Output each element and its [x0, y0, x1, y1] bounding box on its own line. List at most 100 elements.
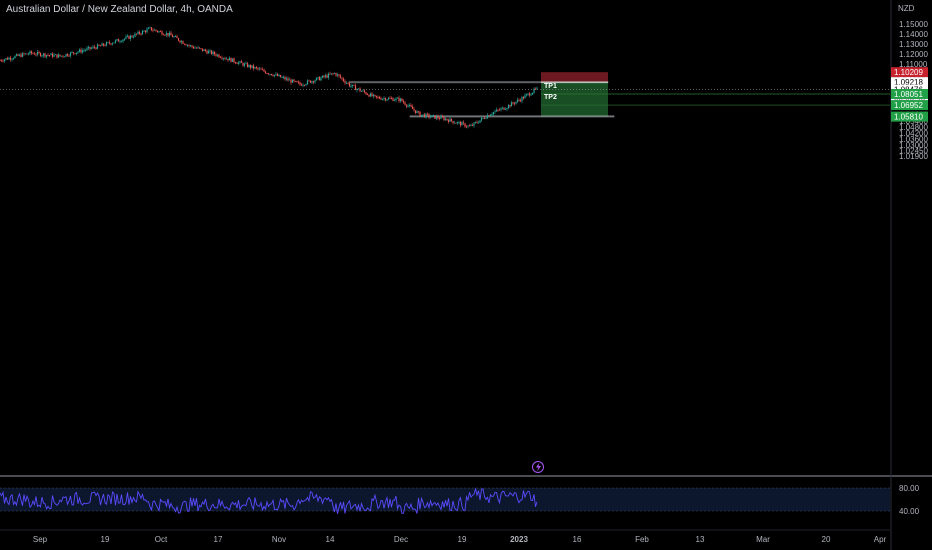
candle-body	[227, 58, 229, 61]
candle-body	[78, 49, 81, 52]
candle-body	[374, 94, 376, 96]
final-target-tag	[891, 111, 928, 122]
candle-body	[158, 31, 160, 33]
support-zone	[409, 115, 615, 118]
candle-body	[521, 97, 523, 102]
candle-body	[105, 42, 108, 46]
candle-body	[512, 102, 514, 104]
candle-body	[171, 35, 174, 38]
candle-body	[41, 55, 43, 57]
candle-body	[179, 40, 181, 43]
candle-body	[153, 29, 156, 31]
candle-body	[495, 109, 498, 112]
candle-body	[137, 31, 139, 34]
candle-body	[33, 53, 36, 55]
candle-body	[215, 54, 217, 56]
candle-body	[302, 84, 304, 86]
candle-body	[387, 97, 390, 100]
candle-body	[261, 69, 264, 71]
candle-body	[288, 79, 291, 81]
candle-body	[311, 81, 313, 83]
candle-body	[195, 47, 198, 49]
candle-body	[51, 53, 54, 57]
candle-body	[488, 115, 490, 117]
candle-body	[84, 50, 87, 51]
candle-body	[524, 95, 526, 99]
time-tick-label: Mar	[756, 535, 770, 544]
candle-body	[222, 58, 225, 60]
candle-body	[108, 42, 111, 44]
candle-body	[287, 78, 289, 81]
candle-body	[126, 35, 129, 37]
candle-body	[398, 97, 400, 102]
candle-body	[456, 122, 459, 124]
candle-body	[27, 53, 30, 55]
candle-body	[29, 51, 31, 54]
candle-body	[482, 117, 484, 119]
candle-body	[117, 39, 120, 42]
candle-body	[450, 118, 453, 121]
candle-body	[141, 30, 144, 35]
candle-body	[188, 44, 190, 46]
candle-body	[527, 93, 529, 95]
candle-body	[176, 36, 178, 39]
candle-body	[410, 104, 412, 107]
candle-body	[348, 83, 351, 87]
candle-body	[113, 42, 115, 44]
entry-tag-text: 1.09218	[894, 78, 923, 87]
candle-body	[26, 53, 28, 55]
candle-body	[470, 125, 472, 127]
candle-body	[366, 94, 369, 96]
candle-body	[434, 115, 436, 119]
candle-body	[426, 113, 429, 115]
candle-body	[66, 54, 69, 56]
candle-body	[357, 88, 360, 90]
candle-body	[44, 53, 46, 57]
time-tick-label: 19	[458, 535, 467, 544]
candle-body	[360, 91, 363, 92]
candle-body	[216, 54, 219, 56]
candle-body	[42, 53, 45, 56]
candle-body	[107, 42, 109, 44]
candle-body	[305, 84, 307, 86]
candle-body	[0, 60, 1, 61]
candle-body	[486, 115, 489, 119]
candle-body	[254, 67, 256, 69]
candle-body	[245, 63, 247, 65]
candle-body	[128, 35, 130, 39]
candle-body	[180, 41, 183, 43]
candle-body	[183, 43, 186, 45]
candle-body	[461, 122, 463, 126]
candle-body	[246, 63, 249, 68]
candle-body	[38, 51, 40, 53]
candle-body	[519, 100, 522, 102]
candle-body	[114, 40, 117, 43]
candle-body	[14, 55, 16, 59]
candle-body	[396, 97, 399, 99]
candle-body	[165, 33, 168, 36]
candle-body	[435, 116, 438, 119]
candle-body	[509, 105, 511, 107]
candle-body	[479, 120, 481, 123]
candle-body	[39, 52, 42, 57]
candle-body	[170, 32, 172, 36]
candle-body	[528, 93, 531, 96]
price-tick-label: 1.03000	[899, 141, 928, 150]
candle-body	[164, 34, 166, 36]
candle-body	[330, 73, 333, 75]
candle-body	[497, 109, 499, 111]
candle-body	[515, 101, 517, 104]
candle-body	[95, 47, 97, 49]
stop-loss-zone	[541, 72, 608, 83]
candle-body	[24, 53, 27, 55]
candle-body	[381, 98, 384, 100]
candle-body	[218, 54, 220, 58]
candle-body	[21, 53, 24, 57]
candle-body	[11, 58, 13, 60]
candle-body	[338, 74, 340, 76]
candle-body	[423, 114, 426, 118]
candle-body	[131, 35, 133, 38]
candle-body	[135, 33, 138, 35]
candle-body	[212, 51, 214, 55]
